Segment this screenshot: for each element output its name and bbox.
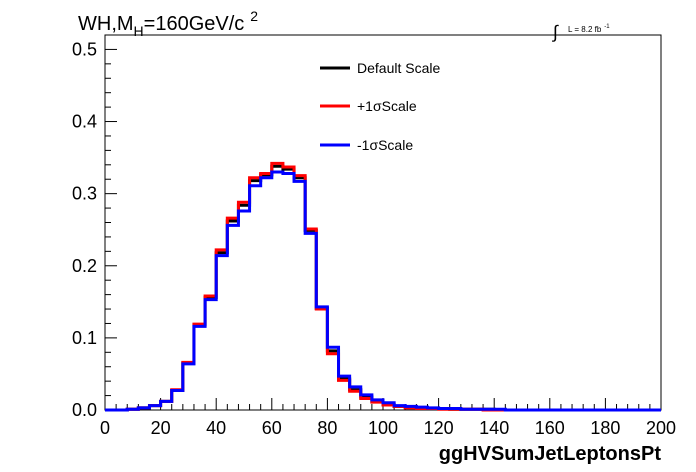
x-tick-label: 200 bbox=[646, 418, 676, 438]
legend-label-default: Default Scale bbox=[357, 60, 440, 76]
title-main: WH,M bbox=[78, 13, 134, 35]
series-line-2 bbox=[105, 170, 661, 412]
plot-frame bbox=[104, 34, 662, 411]
x-tick-label: 60 bbox=[262, 418, 282, 438]
legend-label-minus1sigma: -1σScale bbox=[357, 137, 413, 153]
legend: Default Scale +1σScale -1σScale bbox=[320, 60, 440, 153]
y-tick-label: 0.5 bbox=[72, 39, 97, 59]
series-line-1 bbox=[105, 161, 661, 412]
lumi-superscript: -1 bbox=[604, 24, 610, 30]
x-tick-label: 160 bbox=[535, 418, 565, 438]
x-tick-label: 40 bbox=[206, 418, 226, 438]
plot-title: WH,MH=160GeV/c 2 bbox=[78, 8, 258, 39]
title-subscript: H bbox=[134, 23, 144, 39]
y-tick-label: 0.1 bbox=[72, 328, 97, 348]
y-tick-label: 0.2 bbox=[72, 256, 97, 276]
y-tick-label: 0.0 bbox=[72, 400, 97, 420]
x-axis-label: ggHVSumJetLeptonsPt bbox=[439, 443, 662, 465]
series-line-0 bbox=[105, 164, 661, 412]
title-rest: =160GeV/c bbox=[144, 13, 245, 35]
x-tick-label: 140 bbox=[479, 418, 509, 438]
x-tick-label: 120 bbox=[424, 418, 454, 438]
x-tick-label: 80 bbox=[317, 418, 337, 438]
y-tick-label: 0.4 bbox=[72, 112, 97, 132]
x-tick-label: 20 bbox=[151, 418, 171, 438]
title-superscript: 2 bbox=[250, 8, 258, 24]
lumi-label: L = 8.2 fb -1 bbox=[568, 24, 610, 34]
x-tick-label: 0 bbox=[100, 418, 110, 438]
lumi-text: L = 8.2 fb bbox=[568, 25, 602, 34]
y-tick-label: 0.3 bbox=[72, 184, 97, 204]
lumi-integral-sign: ∫ bbox=[551, 22, 559, 42]
series-group bbox=[105, 161, 661, 412]
x-tick-label: 100 bbox=[368, 418, 398, 438]
x-tick-label: 180 bbox=[590, 418, 620, 438]
axis-ticks: 0 20 40 60 80 100 120 140 160 180 200 0.0 0.1 0.2 0.3 0… bbox=[72, 34, 676, 438]
legend-label-plus1sigma: +1σScale bbox=[357, 98, 417, 114]
